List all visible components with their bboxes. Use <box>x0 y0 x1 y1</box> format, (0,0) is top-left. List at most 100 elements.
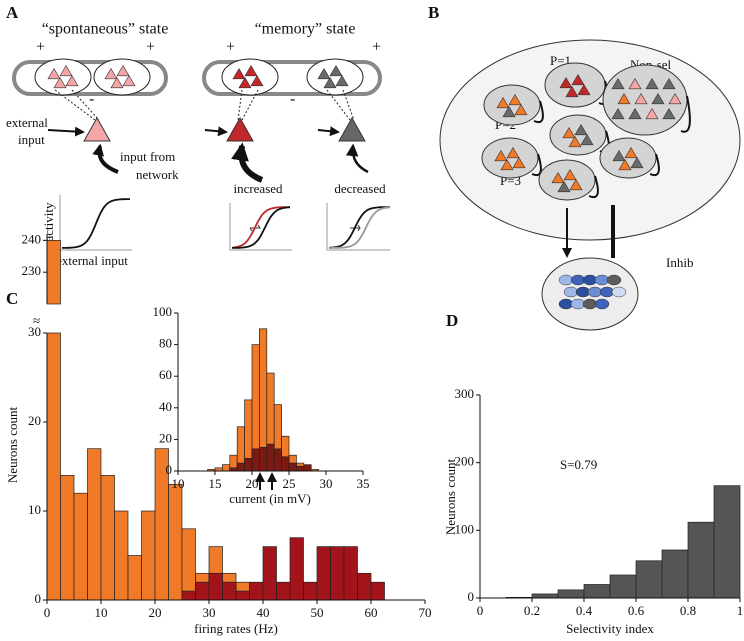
neuron <box>83 116 111 142</box>
arrow <box>345 143 369 174</box>
y-tick-label: 60 <box>159 367 172 382</box>
bar <box>343 546 358 601</box>
neuron <box>580 134 594 146</box>
neuron <box>559 77 573 89</box>
bar <box>235 590 250 601</box>
bar <box>531 593 559 599</box>
x-tick-label: 20 <box>246 476 259 491</box>
neuron <box>651 93 665 105</box>
x-axis-label: current (in mV) <box>229 491 311 506</box>
neuron <box>611 78 625 90</box>
x-tick-label: 25 <box>283 476 296 491</box>
neuron <box>612 150 626 162</box>
axes <box>59 195 390 251</box>
inhib-neuron <box>594 298 610 310</box>
bar <box>276 581 291 601</box>
neuron <box>568 136 582 148</box>
self-loop <box>588 175 599 198</box>
bar <box>370 581 385 601</box>
x-tick-label: 30 <box>320 476 333 491</box>
x-tick-label: 30 <box>203 605 216 620</box>
neuron <box>512 157 526 169</box>
neuron <box>238 77 252 89</box>
neuron <box>110 77 124 89</box>
neuron <box>116 65 130 77</box>
curve <box>328 206 391 249</box>
bar <box>713 485 741 599</box>
neuron <box>645 78 659 90</box>
neuron <box>645 108 659 120</box>
sign: + <box>372 39 381 56</box>
neuron <box>244 65 258 77</box>
neuron <box>662 78 676 90</box>
neuron <box>65 75 79 87</box>
sign: - <box>89 91 94 108</box>
bar <box>303 464 312 472</box>
y-tick-label: 40 <box>159 399 172 414</box>
self-loop <box>680 95 691 133</box>
y-tick-label: 300 <box>455 386 475 401</box>
x-axis-label: firing rates (Hz) <box>194 621 278 636</box>
bar <box>557 589 585 599</box>
y-tick-label: 100 <box>455 521 475 536</box>
self-loop <box>533 100 544 123</box>
neuron <box>617 93 631 105</box>
arrow <box>204 126 228 137</box>
population <box>93 58 151 96</box>
neuron <box>494 150 508 162</box>
panel-a: A “spontaneous” state “memory” state + +… <box>6 3 390 268</box>
sign: + <box>226 39 235 56</box>
y-tick-label: 20 <box>28 413 41 428</box>
curve <box>329 206 391 249</box>
population <box>34 58 92 96</box>
inhib-neuron <box>611 286 627 298</box>
bar <box>259 446 268 472</box>
x-tick-label: 10 <box>172 476 185 491</box>
bar <box>262 546 277 601</box>
bar <box>141 510 156 601</box>
population-label: Inhib <box>666 255 693 270</box>
neuron <box>323 77 337 89</box>
neuron <box>104 68 118 80</box>
y-tick-label: 80 <box>159 336 172 351</box>
neuron <box>59 65 73 77</box>
self-loop <box>531 153 542 176</box>
label: increased <box>233 181 283 196</box>
x-axis-label: Selectivity index <box>566 621 654 636</box>
y-tick-label: 10 <box>28 502 41 517</box>
sign: + <box>36 39 45 56</box>
y-tick-label: 200 <box>455 454 475 469</box>
neuron <box>563 169 577 181</box>
x-tick-label: 10 <box>95 605 108 620</box>
bar <box>127 555 142 601</box>
neuron <box>335 75 349 87</box>
axis-label: external input <box>56 253 128 268</box>
bar <box>288 462 297 472</box>
arrow <box>231 142 264 183</box>
label: decreased <box>334 181 386 196</box>
bar <box>168 483 183 601</box>
shift-arrow <box>350 224 361 232</box>
bar <box>222 581 237 601</box>
neuron <box>338 116 366 142</box>
neuron <box>500 159 514 171</box>
state-title: “spontaneous” state <box>42 21 169 38</box>
bar <box>87 448 102 601</box>
neuron <box>502 106 516 118</box>
neuron <box>668 93 682 105</box>
bar <box>296 465 305 472</box>
x-tick-label: 70 <box>419 605 432 620</box>
neuron <box>565 86 579 98</box>
self-loop <box>649 153 660 176</box>
bar <box>273 448 282 472</box>
x-tick-label: 60 <box>365 605 378 620</box>
axis-label: activity <box>41 202 56 241</box>
annotation: S=0.79 <box>560 457 597 472</box>
neuron <box>122 75 136 87</box>
neuron <box>47 68 61 80</box>
y-axis-label: Neurons count <box>443 459 458 536</box>
bar <box>330 546 345 601</box>
neuron <box>624 147 638 159</box>
bar <box>289 537 304 601</box>
